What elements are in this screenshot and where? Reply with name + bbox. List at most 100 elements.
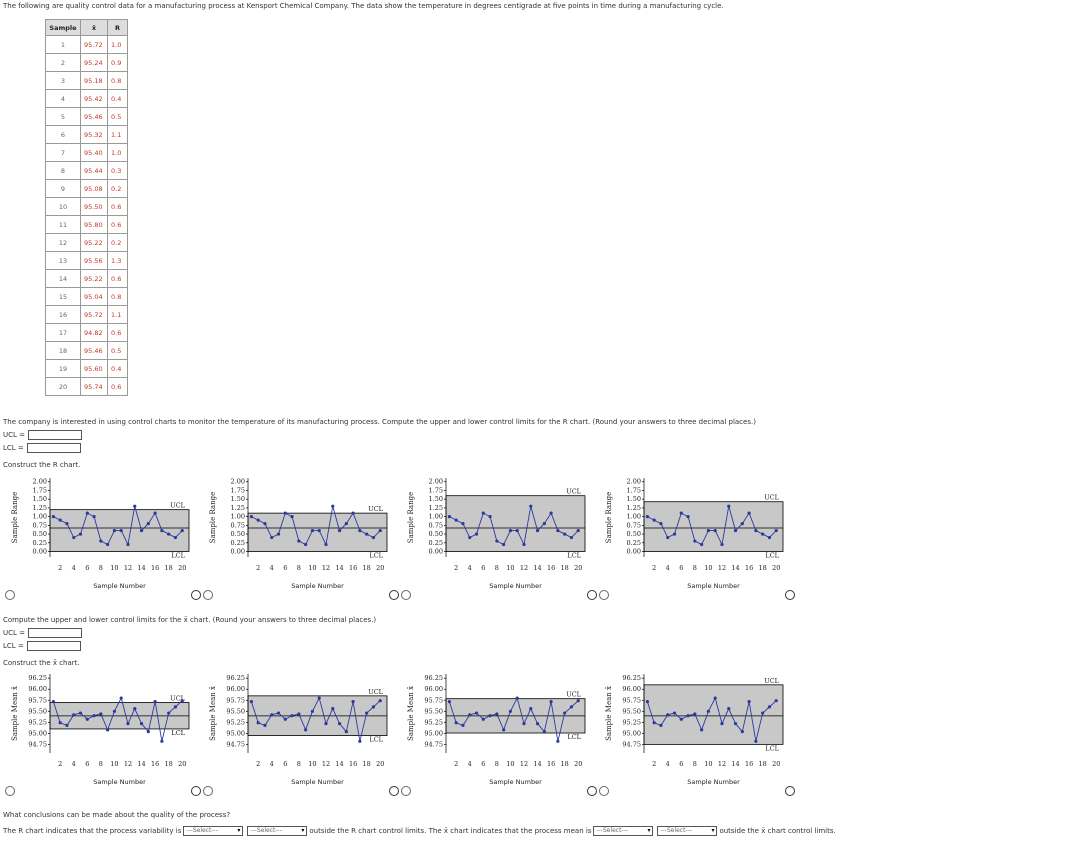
data-point xyxy=(686,515,690,519)
data-point xyxy=(767,705,772,709)
select[interactable]: ---Select--- xyxy=(593,826,654,836)
data-point xyxy=(659,522,663,526)
cell: 0.5 xyxy=(107,341,128,360)
data-point xyxy=(468,535,472,540)
data-point xyxy=(693,539,697,543)
info-icon xyxy=(785,786,795,796)
data-point xyxy=(351,699,355,704)
text-input[interactable] xyxy=(28,430,83,440)
x-ucl-row: UCL = xyxy=(3,628,83,638)
x-tick-label: 14 xyxy=(533,564,541,572)
row: 6 95.32 1.1 xyxy=(45,125,128,144)
y-axis-label: Sample Range xyxy=(605,492,613,543)
x-tick-label: 10 xyxy=(308,760,316,768)
cell: 95.22 xyxy=(80,269,108,288)
row: 12 95.22 0.2 xyxy=(45,233,128,252)
x-tick-label: 4 xyxy=(270,564,274,572)
cell: 95.72 xyxy=(80,305,108,324)
cell: 19 xyxy=(45,359,81,378)
data-point xyxy=(754,528,758,533)
x-tick-label: 14 xyxy=(137,760,145,768)
y-tick-label: 1.25 xyxy=(627,504,641,512)
select[interactable]: ---Select--- xyxy=(183,826,244,836)
radio-button[interactable] xyxy=(5,786,15,796)
y-axis-label: Sample Mean x̄ xyxy=(407,686,415,741)
row: 18 95.46 0.5 xyxy=(45,341,128,360)
select[interactable]: ---Select--- xyxy=(247,826,308,836)
radio-button[interactable] xyxy=(203,590,213,600)
data-point xyxy=(700,542,704,547)
x-tick-label: 8 xyxy=(297,564,301,572)
radio-button[interactable] xyxy=(599,590,609,600)
y-axis-label: Sample Range xyxy=(11,492,19,543)
data-point xyxy=(754,739,758,743)
ucl-label: UCL xyxy=(170,502,185,510)
lcl-label: LCL xyxy=(369,552,383,560)
text-input[interactable] xyxy=(26,641,81,651)
y-tick-label: 95.75 xyxy=(622,696,641,704)
cell: 95.42 xyxy=(80,89,108,108)
x-tick-label: 16 xyxy=(547,760,555,768)
data-point xyxy=(733,722,738,726)
y-tick-label: 95.00 xyxy=(622,729,641,737)
y-tick-label: 0.50 xyxy=(627,530,641,538)
x-tick-label: 8 xyxy=(693,760,697,768)
cell: 95.40 xyxy=(80,143,108,162)
radio-button[interactable] xyxy=(401,590,411,600)
cell: 95.18 xyxy=(80,71,108,90)
data-point xyxy=(522,542,526,547)
x-tick-label: 18 xyxy=(165,564,173,572)
cell: 1.3 xyxy=(107,251,128,270)
data-point xyxy=(652,518,656,522)
x-axis-label: Sample Number xyxy=(93,582,146,590)
data-point xyxy=(317,696,321,700)
x-tick-label: 18 xyxy=(363,760,371,768)
x-tick-label: 2 xyxy=(256,760,260,768)
x-tick-label: 12 xyxy=(520,564,528,572)
data-point xyxy=(666,713,670,717)
cell: 16 xyxy=(45,305,81,324)
data-point xyxy=(72,535,76,540)
lcl-label: LCL xyxy=(369,736,383,744)
data-point xyxy=(679,717,683,721)
text-input[interactable] xyxy=(26,443,81,453)
data-point xyxy=(297,712,301,716)
x-tick-label: 10 xyxy=(110,760,118,768)
data-point xyxy=(180,699,184,703)
text-input[interactable] xyxy=(28,628,83,638)
x-tick-label: 20 xyxy=(376,760,384,768)
cell: 0.2 xyxy=(107,233,128,252)
y-tick-label: 0.50 xyxy=(429,530,443,538)
data-point xyxy=(51,515,55,519)
x-tick-label: 10 xyxy=(704,760,712,768)
control-chart: UCL LCL 94.75 95.00 95.25 95.50 95.75 96.00 96.2… xyxy=(209,674,388,786)
data-point xyxy=(461,723,465,728)
x-tick-label: 2 xyxy=(454,564,458,572)
data-point xyxy=(263,723,267,728)
row: 2 95.24 0.9 xyxy=(45,53,128,72)
data-point xyxy=(65,723,69,728)
data-point xyxy=(92,515,96,519)
radio-button[interactable] xyxy=(203,786,213,796)
data-point xyxy=(488,515,492,519)
info-icon xyxy=(389,786,399,796)
info-icon xyxy=(785,590,795,600)
radio-button[interactable] xyxy=(401,786,411,796)
data-point xyxy=(774,528,778,533)
x-tick-label: 18 xyxy=(759,564,767,572)
radio-button[interactable] xyxy=(599,786,609,796)
y-axis-label: Sample Range xyxy=(407,492,415,543)
row: 10 95.50 0.6 xyxy=(45,197,128,216)
data-point xyxy=(774,699,778,703)
cell: 6 xyxy=(45,125,81,144)
ucl-label: UCL xyxy=(566,691,581,699)
y-tick-label: 0.25 xyxy=(33,539,47,547)
label: UCL = xyxy=(3,629,26,637)
cell: 0.6 xyxy=(107,323,128,342)
x-tick-label: 2 xyxy=(58,760,62,768)
x-tick-label: 20 xyxy=(178,760,186,768)
select[interactable]: ---Select--- xyxy=(657,826,718,836)
row: 8 95.44 0.3 xyxy=(45,161,128,180)
data-point xyxy=(58,721,62,725)
radio-button[interactable] xyxy=(5,590,15,600)
